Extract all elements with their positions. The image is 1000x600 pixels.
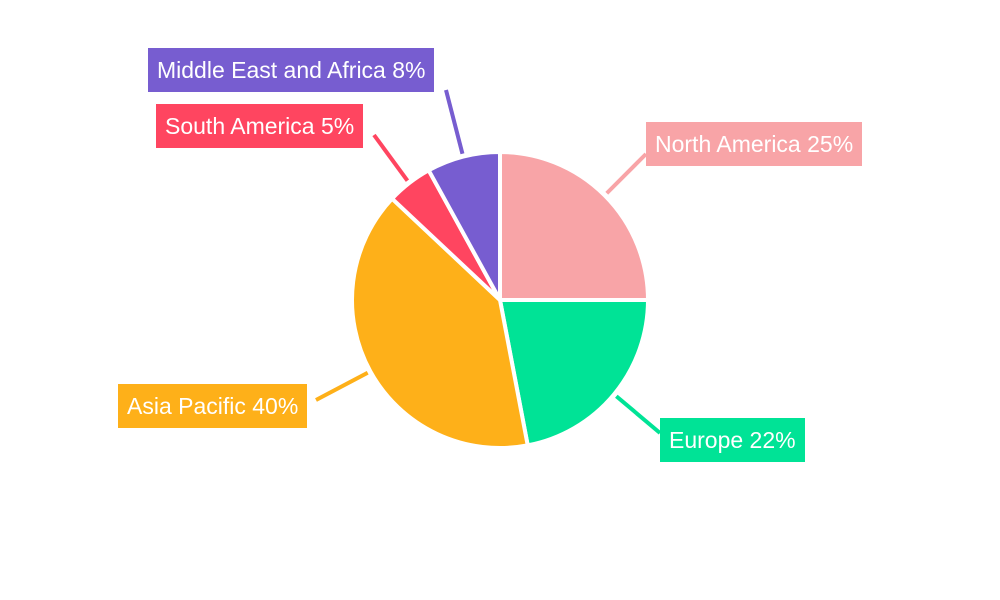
pie-slice-europe — [497, 298, 651, 448]
data-label-south-america: South America 5% — [156, 104, 364, 148]
data-label-asia-pacific: Asia Pacific 40% — [118, 384, 308, 428]
data-label-europe: Europe 22% — [660, 418, 805, 462]
leader-line-middle-east-and-africa — [444, 89, 465, 155]
leader-line-south-america — [372, 133, 410, 182]
pie-slice-north-america — [498, 149, 651, 302]
leader-line-europe — [615, 394, 662, 435]
data-label-middle-east-and-africa: Middle East and Africa 8% — [148, 48, 435, 92]
pie-slice-asia-pacific — [350, 195, 531, 450]
leader-line-asia-pacific — [315, 370, 369, 402]
leader-line-north-america — [605, 152, 648, 195]
pie-slice-middle-east-and-africa — [425, 149, 502, 301]
data-label-north-america: North America 25% — [646, 122, 863, 166]
